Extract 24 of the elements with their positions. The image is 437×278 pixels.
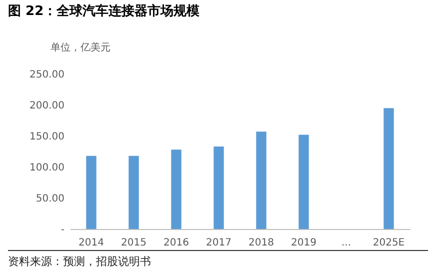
bar [384,108,394,229]
x-tick-label: 2016 [164,238,189,248]
x-tick-label: 2014 [78,238,104,248]
y-axis-title: 单位，亿美元 [50,42,110,54]
x-tick-label: ... [341,238,352,248]
bar [298,134,309,229]
x-tick-label: 2015 [121,238,146,248]
x-tick-label: 2025E [372,238,405,248]
bar [86,156,96,229]
x-tick-label: 2018 [248,238,274,248]
y-tick-label: 200.00 [30,100,64,112]
text: 资料来源：预测，招股说明书 [8,254,152,269]
chart-title: 图 22：全球汽车连接器市场规模 [8,3,200,19]
x-tick-label: 2017 [206,238,232,248]
y-tick-label: - [60,224,65,236]
x-tick-label: 2019 [291,238,316,248]
bar [214,146,224,229]
y-tick-label: 100.00 [30,162,64,174]
y-tick-label: 150.00 [30,132,64,142]
bar [128,156,139,229]
bar [171,150,182,229]
bar [256,132,266,229]
y-tick-label: 250.00 [30,70,64,80]
y-tick-label: 50.00 [36,194,64,204]
